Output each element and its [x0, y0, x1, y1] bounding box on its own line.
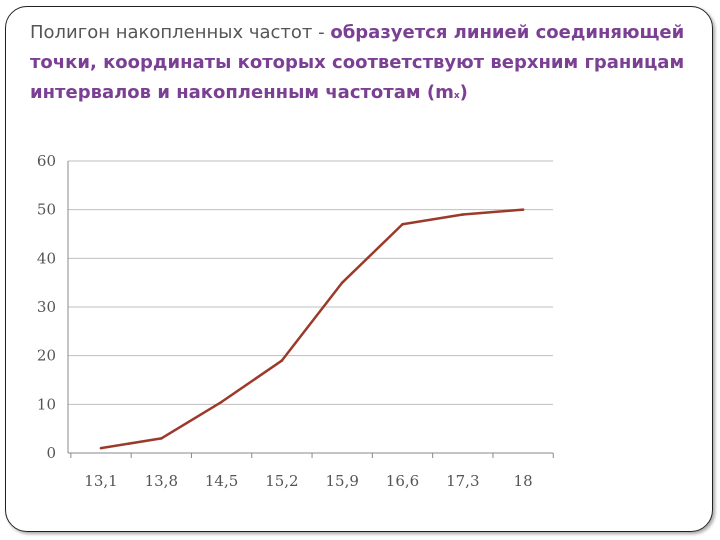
- data-point: [461, 213, 465, 216]
- y-tick-label: 20: [37, 347, 56, 365]
- y-tick-label: 30: [37, 298, 56, 316]
- series-line: [100, 208, 524, 450]
- data-point: [160, 437, 163, 440]
- data-point: [280, 359, 284, 362]
- heading-plain-text: Полигон накопленных частот -: [30, 22, 331, 43]
- y-tick-label: 0: [46, 444, 56, 462]
- data-point: [220, 400, 223, 404]
- x-tick-label: 18: [514, 472, 533, 490]
- x-tick-label: 17,3: [446, 472, 479, 490]
- data-point: [401, 222, 404, 226]
- y-tick-label: 10: [37, 395, 56, 413]
- x-tick-label: 15,9: [325, 472, 358, 490]
- heading-highlight-main: образуется линией соединяющей точки, коо…: [30, 22, 685, 103]
- y-tick-label: 60: [37, 152, 56, 170]
- x-tick-label: 16,6: [386, 472, 419, 490]
- x-tick-label: 13,1: [84, 472, 117, 490]
- y-tick-label: 40: [37, 249, 56, 267]
- heading-subscript: x: [453, 91, 460, 101]
- x-tick-label: 14,5: [205, 472, 238, 490]
- slide-frame: [5, 6, 713, 532]
- slide-heading: Полигон накопленных частот - образуется …: [30, 18, 700, 111]
- x-tick-label: 13,8: [145, 472, 178, 490]
- heading-highlight-text: образуется линией соединяющей точки, коо…: [30, 22, 684, 103]
- x-tick-label: 15,2: [265, 472, 298, 490]
- data-point: [99, 446, 103, 450]
- heading-close-paren: ): [459, 82, 468, 103]
- y-tick-label: 50: [37, 201, 56, 219]
- data-point: [521, 208, 525, 211]
- data-point: [340, 281, 344, 284]
